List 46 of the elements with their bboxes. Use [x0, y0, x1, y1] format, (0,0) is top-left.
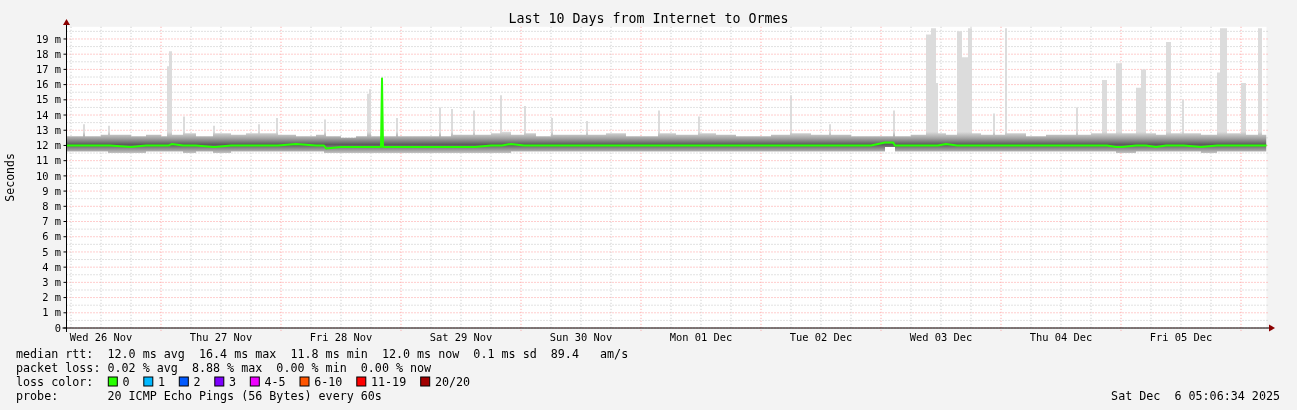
x-tick-label: Tue 02 Dec	[789, 331, 853, 343]
x-tick-label: Wed 26 Nov	[69, 331, 133, 343]
legend-label: 20/20	[434, 375, 471, 389]
y-tick-label: 18 m	[35, 47, 61, 60]
y-tick-label: 14 m	[35, 108, 61, 121]
y-tick-label: 4 m	[42, 260, 61, 273]
y-tick-label: 7 m	[42, 215, 61, 228]
x-tick-label: Thu 27 Nov	[189, 331, 253, 343]
y-tick-label: 15 m	[35, 93, 61, 106]
x-tick-label: Sat 29 Nov	[429, 331, 493, 343]
x-tick-label: Fri 05 Dec	[1149, 331, 1213, 343]
legend-title: loss color:	[16, 375, 94, 389]
chart-title: Last 10 Days from Internet to Ormes	[508, 11, 789, 26]
y-tick-label: 17 m	[35, 63, 61, 76]
x-tick-label: Sun 30 Nov	[549, 331, 613, 343]
x-tick-label: Mon 01 Dec	[669, 331, 733, 343]
y-tick-label: 16 m	[35, 78, 61, 91]
y-tick-label: 19 m	[35, 32, 61, 45]
legend-label: 2	[193, 375, 201, 389]
y-tick-label: 6 m	[42, 230, 61, 243]
y-tick-label: 9 m	[42, 184, 61, 197]
y-tick-label: 11 m	[35, 154, 61, 167]
legend-label: 3	[229, 375, 237, 389]
x-tick-label: Fri 28 Nov	[309, 331, 373, 343]
y-tick-label: 2 m	[42, 291, 61, 304]
text: Sat Dec 6 05:06:34 2025	[1111, 389, 1280, 403]
legend-label: 4-5	[264, 375, 286, 389]
y-tick-label: 13 m	[35, 123, 61, 136]
y-tick-label: 5 m	[42, 245, 61, 258]
x-tick-label: Wed 03 Dec	[909, 331, 973, 343]
y-axis-title: Seconds	[3, 153, 17, 202]
text: packet loss: 0.02 % avg 8.88 % max 0.00 % min 0.00 % now	[16, 361, 433, 375]
text: probe: 20 ICMP Echo Pings (56 Bytes) every 60s	[16, 389, 382, 403]
legend-label: 11-19	[371, 375, 407, 389]
y-tick-label: 3 m	[42, 276, 61, 288]
legend-label: 1	[158, 375, 166, 389]
y-tick-label: 1 m	[42, 306, 61, 319]
y-tick-label: 10 m	[35, 169, 61, 182]
y-tick-label: 8 m	[42, 199, 61, 212]
legend-label: 6-10	[314, 375, 343, 389]
y-tick-label: 0	[54, 321, 61, 334]
x-tick-label: Thu 04 Dec	[1029, 331, 1093, 343]
text: median rtt: 12.0 ms avg 16.4 ms max 11.8 ms min 12.0 ms now 0.1 ms sd 89.4 am/s	[16, 347, 629, 361]
y-tick-label: 12 m	[35, 139, 61, 152]
line-series	[66, 77, 1267, 150]
legend-label: 0	[122, 375, 130, 389]
